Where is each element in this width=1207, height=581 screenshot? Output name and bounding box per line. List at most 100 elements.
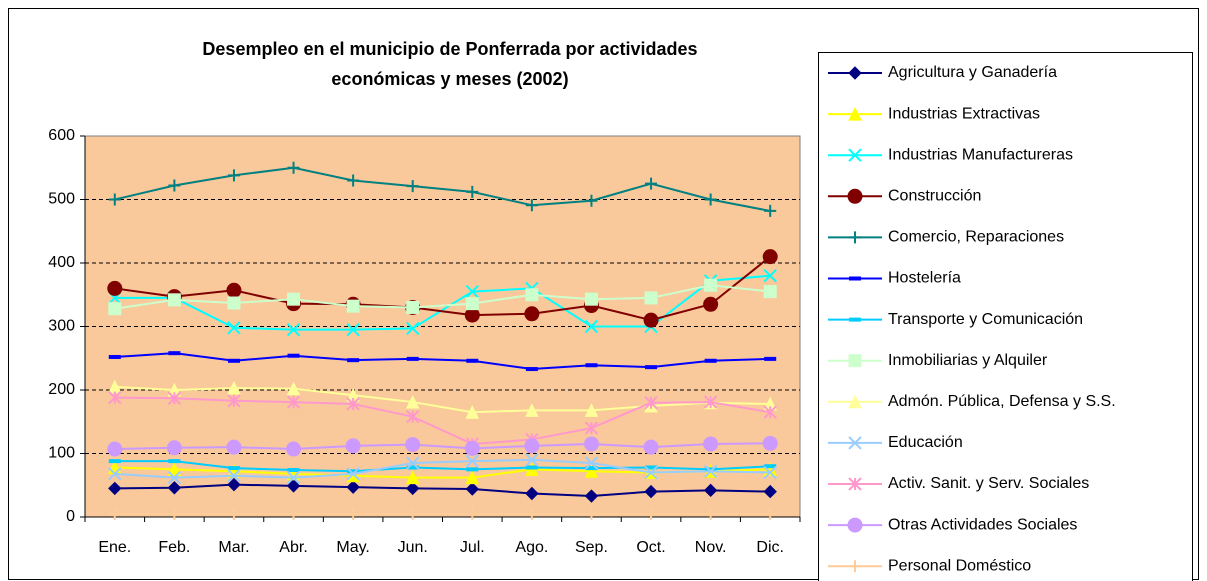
series-line [114,396,771,445]
marker [346,299,360,313]
marker [762,435,778,451]
legend-label: Transporte y Comunicación [888,311,1083,328]
marker [405,470,420,485]
marker [584,292,598,306]
marker [227,477,241,492]
marker [848,394,862,409]
marker [287,161,300,174]
marker [108,193,121,206]
marker [525,486,539,501]
x-tick-label: May. [336,539,369,556]
marker [167,470,182,485]
marker [166,440,182,456]
marker [286,395,301,409]
marker [406,300,420,314]
marker [848,436,862,450]
marker [464,440,480,456]
marker [227,507,240,520]
marker [108,481,122,496]
marker [763,285,777,299]
series-line [114,442,771,451]
marker [405,437,421,453]
marker [849,560,861,573]
marker [848,477,862,491]
marker [585,194,598,207]
y-tick-label: 600 [48,127,75,144]
marker [347,174,360,187]
marker [347,507,360,520]
series-line [114,284,771,310]
marker [763,484,777,499]
marker [583,436,599,452]
marker [347,358,360,363]
series-line [114,483,771,498]
marker [525,367,538,372]
marker [644,465,658,480]
marker [465,297,479,311]
marker [167,462,182,476]
marker [346,322,360,337]
marker [645,365,658,370]
marker [227,296,241,310]
y-tick-label: 300 [48,318,75,335]
marker [108,354,121,359]
x-tick-label: Mar. [218,539,249,556]
marker [848,354,862,368]
marker [764,356,777,361]
chart-title: económicas y meses (2002) [331,69,568,89]
series-line [114,352,771,371]
marker [465,454,479,468]
marker [585,363,598,368]
marker [525,453,539,467]
marker [703,296,719,312]
marker [405,394,420,409]
marker [168,179,181,192]
marker [346,397,360,411]
marker [645,465,658,470]
x-tick-label: Sep. [575,539,608,556]
marker [167,391,182,405]
marker [406,456,420,470]
marker [703,464,718,478]
marker [227,394,241,408]
legend-label: Activ. Sanit. y Serv. Sociales [888,475,1089,492]
legend-label: Otras Actividades Sociales [888,516,1077,533]
marker [226,282,242,298]
marker [406,321,420,336]
marker [704,193,717,206]
x-tick-label: Ago. [515,539,548,556]
marker [107,280,123,296]
marker [704,467,717,472]
marker [703,395,718,409]
marker [286,441,302,457]
marker [703,436,719,452]
series-line [114,274,771,331]
marker [287,292,301,306]
marker [466,467,479,472]
marker [465,482,479,496]
marker [764,464,777,469]
marker [645,507,658,520]
marker [168,507,181,520]
marker [167,293,181,307]
marker [644,395,658,410]
marker [287,353,300,358]
marker [524,438,540,454]
marker [465,470,480,485]
y-tick-label: 100 [48,445,75,462]
marker [226,439,242,455]
marker [704,278,718,292]
y-tick-label: 200 [48,381,75,398]
marker [227,169,240,182]
marker [108,302,122,316]
marker [286,470,301,485]
chart-title: Desempleo en el municipio de Ponferrada … [202,39,697,59]
marker [286,479,301,493]
marker [585,507,598,520]
marker [763,405,777,419]
marker [107,441,123,457]
series-line [114,385,771,414]
marker [848,66,862,80]
series-line [114,255,771,322]
